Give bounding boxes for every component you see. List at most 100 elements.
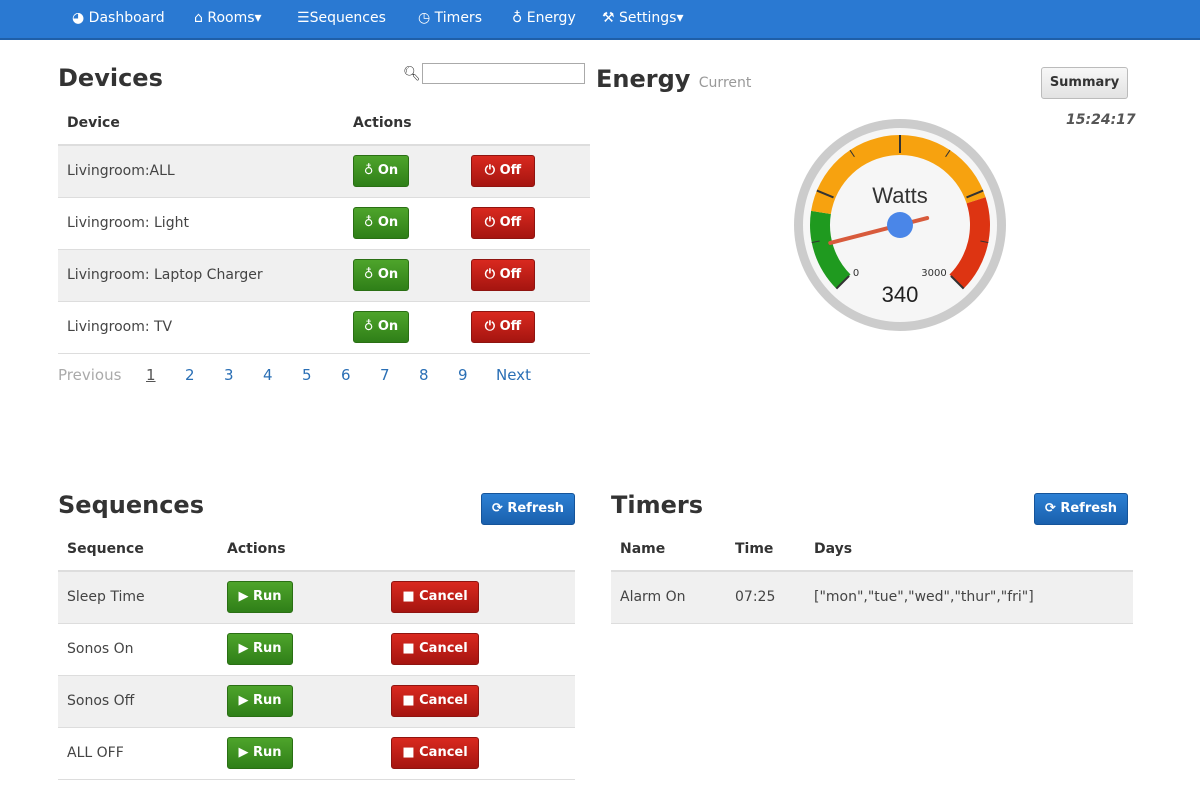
bulb-icon: ♁ [512,10,523,26]
nav-dashboard[interactable]: ◕ Dashboard [72,10,165,26]
device-on-button[interactable]: ♁ On [353,311,409,343]
power-icon: ⏻ [484,215,496,230]
table-row: Livingroom: Laptop Charger ♁ On ⏻ Off [58,249,590,302]
sequences-table: Sequence Actions Sleep Time ▶ Run ■ Cancel S… [58,527,575,780]
device-off-button[interactable]: ⏻ Off [471,311,535,343]
gauge-label: Watts [872,183,927,208]
wrench-icon: ⚒ [602,10,615,26]
pager-page[interactable]: 3 [224,366,234,384]
column-header: Device [58,101,344,146]
energy-subtitle: Current [698,75,752,91]
gauge-tick [835,275,850,290]
gauge-tick [816,189,834,199]
timers-title: Timers [611,491,704,519]
nav-rooms[interactable]: ⌂ Rooms▾ [194,10,262,26]
pager-page[interactable]: 2 [185,366,195,384]
summary-button[interactable]: Summary [1041,67,1128,99]
gauge-value: 340 [882,282,919,307]
table-row: Sonos On ▶ Run ■ Cancel [58,623,575,676]
bulb-icon: ♁ [363,215,374,230]
pager-page[interactable]: 9 [458,366,468,384]
stop-icon: ■ [402,693,415,708]
bulb-icon: ♁ [363,163,374,179]
gauge-band-orange [811,135,986,215]
top-navbar: ◕ Dashboard ⌂ Rooms▾ ☰Sequences ◷ Timers… [0,0,1200,40]
device-off-button[interactable]: ⏻ Off [471,207,535,239]
sequences-refresh-button[interactable]: ⟳ Refresh [481,493,575,525]
gauge-tick [950,275,965,290]
sequence-name: Sonos On [58,623,218,676]
stop-icon: ■ [402,745,415,760]
pager-next[interactable]: Next [496,366,531,384]
refresh-icon: ⟳ [1044,501,1056,516]
bulb-icon: ♁ [363,267,374,282]
timer-time: 07:25 [726,571,805,624]
energy-time: 15:24:17 [1066,112,1136,128]
timer-name: Alarm On [611,571,726,624]
run-button[interactable]: ▶ Run [227,633,293,665]
table-row: Livingroom: TV ♁ On ⏻ Off [58,301,590,354]
devices-table: Device Actions Livingroom:ALL ♁ On ⏻ Off Liv… [58,101,590,354]
table-row: Alarm On 07:25 ["mon","tue","wed","thur","… [611,571,1133,624]
dashboard-icon: ◕ [72,10,85,26]
nav-timers[interactable]: ◷ Timers [418,10,482,26]
gauge-min-label: 0 [853,268,859,279]
nav-sequences[interactable]: ☰Sequences [297,10,386,26]
table-row: ALL OFF ▶ Run ■ Cancel [58,727,575,780]
refresh-icon: ⟳ [491,501,503,516]
gauge-max-label: 3000 [921,268,946,279]
sequences-title: Sequences [58,491,204,519]
energy-gauge: Watts 0 3000 340 [794,119,1006,331]
column-header: Actions [218,527,575,572]
sequence-name: ALL OFF [58,727,218,780]
column-header: Actions [344,101,590,146]
play-icon: ▶ [238,641,249,656]
device-off-button[interactable]: ⏻ Off [471,155,535,188]
timers-refresh-button[interactable]: ⟳ Refresh [1034,493,1128,525]
column-header: Days [805,527,1133,572]
cancel-button[interactable]: ■ Cancel [391,737,479,769]
cancel-button[interactable]: ■ Cancel [391,581,479,614]
play-icon: ▶ [238,745,249,760]
pager-page[interactable]: 7 [380,366,390,384]
pager-page[interactable]: 8 [419,366,429,384]
device-on-button[interactable]: ♁ On [353,155,409,188]
nav-settings[interactable]: ⚒ Settings▾ [602,10,684,26]
run-button[interactable]: ▶ Run [227,581,293,614]
nav-energy[interactable]: ♁ Energy [512,10,576,26]
column-header: Name [611,527,726,572]
device-off-button[interactable]: ⏻ Off [471,259,535,291]
table-row: Livingroom:ALL ♁ On ⏻ Off [58,145,590,198]
stop-icon: ■ [402,589,415,605]
device-name: Livingroom: Laptop Charger [58,249,344,302]
pager-page[interactable]: 1 [146,366,156,384]
gauge-tick [849,149,855,158]
cancel-button[interactable]: ■ Cancel [391,633,479,665]
cancel-button[interactable]: ■ Cancel [391,685,479,717]
device-name: Livingroom:ALL [58,145,344,198]
pager-page[interactable]: 4 [263,366,273,384]
table-row: Sonos Off ▶ Run ■ Cancel [58,675,575,728]
gauge-band-green [810,210,851,289]
play-icon: ▶ [238,693,249,708]
pager-page[interactable]: 6 [341,366,351,384]
device-on-button[interactable]: ♁ On [353,207,409,239]
sequence-name: Sleep Time [58,571,218,624]
devices-title: Devices [58,64,163,92]
device-search-input[interactable] [422,63,585,84]
power-icon: ⏻ [484,319,496,334]
device-name: Livingroom: Light [58,197,344,250]
run-button[interactable]: ▶ Run [227,737,293,769]
gauge-hub [887,212,913,238]
column-header: Sequence [58,527,218,572]
bulb-icon: ♁ [363,319,374,334]
device-on-button[interactable]: ♁ On [353,259,409,291]
run-button[interactable]: ▶ Run [227,685,293,717]
device-name: Livingroom: TV [58,301,344,354]
search-icon: 🔍︎ [403,66,421,82]
sequence-name: Sonos Off [58,675,218,728]
pager-page[interactable]: 5 [302,366,312,384]
pager-previous[interactable]: Previous [58,366,122,384]
table-row: Livingroom: Light ♁ On ⏻ Off [58,197,590,250]
table-row: Sleep Time ▶ Run ■ Cancel [58,571,575,624]
